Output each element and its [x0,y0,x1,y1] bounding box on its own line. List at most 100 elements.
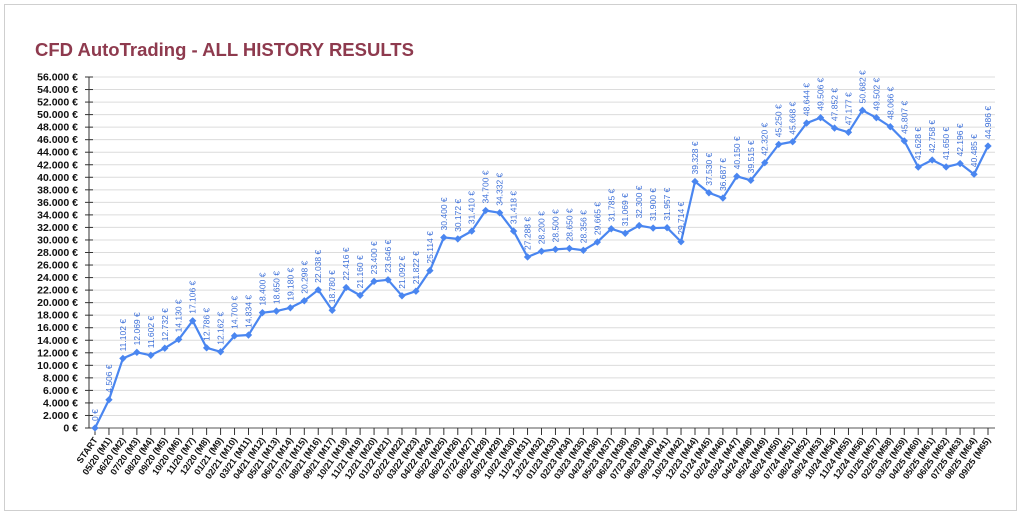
data-label: 42.320 € [760,122,770,155]
data-label: 41.650 € [941,127,951,160]
data-point [244,331,253,339]
data-point [565,244,574,253]
y-tick-label: 26.000 € [37,260,78,272]
data-label: 42.196 € [955,123,965,156]
y-tick-label: 52.000 € [37,97,78,109]
data-label: 21.822 € [411,251,421,284]
y-tick-label: 0 € [63,423,78,435]
y-tick-label: 42.000 € [37,159,78,171]
data-label: 22.038 € [313,250,323,283]
y-tick-label: 34.000 € [37,209,78,221]
data-label: 30.172 € [453,199,463,232]
data-label: 31.785 € [606,188,616,221]
data-label: 23.400 € [369,241,379,274]
data-point [342,283,350,292]
data-label: 18.400 € [257,272,267,305]
data-label: 14.130 € [174,299,184,332]
data-label: 29.714 € [676,201,686,234]
y-tick-label: 16.000 € [37,322,78,334]
data-label: 40.150 € [732,136,742,169]
data-label: 48.066 € [885,86,895,119]
data-label: 4.506 € [104,364,114,393]
data-point [356,291,364,300]
data-point [942,163,950,171]
data-point [119,354,127,363]
y-tick-label: 12.000 € [37,347,78,359]
data-label: 31.957 € [662,187,672,220]
data-label: 44.986 € [983,106,993,139]
data-label: 22.416 € [341,247,351,280]
data-label: 17.106 € [188,280,198,313]
data-label: 28.200 € [537,211,547,244]
data-label: 31.900 € [648,188,658,221]
data-point [663,224,671,232]
data-point [635,221,643,230]
data-label: 50.682 € [857,70,867,103]
chart-card: CFD AutoTrading - ALL HISTORY RESULTS [4,4,1017,511]
y-tick-label: 6.000 € [43,385,78,397]
series-line [94,109,989,429]
data-point [216,348,225,356]
data-point [970,170,978,178]
y-tick-label: 10.000 € [37,360,78,372]
data-point [188,317,197,325]
data-point [984,142,992,150]
y-tick-label: 48.000 € [37,122,78,134]
y-tick-label: 8.000 € [43,372,78,384]
data-label: 48.644 € [802,83,812,116]
data-label: 41.628 € [913,127,923,160]
data-point [928,156,936,164]
data-point [775,140,783,149]
data-label: 23.646 € [383,239,393,272]
y-tick-label: 54.000 € [37,84,78,96]
y-tick-label: 44.000 € [37,147,78,159]
data-label: 21.092 € [397,255,407,288]
data-label: 34.332 € [495,172,505,205]
data-label: 14.834 € [243,295,253,328]
data-label: 19.180 € [285,267,295,300]
data-point [719,194,727,202]
data-point [398,292,406,300]
data-label: 12.069 € [132,312,142,345]
y-tick-label: 32.000 € [37,222,78,234]
data-point [384,276,392,284]
data-label: 40.485 € [969,134,979,167]
data-point [147,351,155,359]
data-point [105,396,113,404]
data-point [202,344,211,352]
data-label: 42.758 € [927,120,937,153]
y-tick-label: 22.000 € [37,285,78,297]
y-tick-label: 50.000 € [37,109,78,121]
y-tick-label: 46.000 € [37,134,78,146]
data-point [677,238,685,246]
data-point [761,159,769,167]
data-label: 14.700 € [230,296,240,329]
y-tick-label: 56.000 € [37,72,78,84]
data-label: 30.400 € [439,197,449,230]
data-label: 45.668 € [788,101,798,134]
data-point [788,138,797,146]
data-label: 49.506 € [816,77,826,110]
data-point [258,308,267,317]
data-label: 28.356 € [578,210,588,243]
data-point [328,306,336,314]
data-label: 25.114 € [425,231,435,264]
y-tick-label: 28.000 € [37,247,78,259]
data-point [454,235,462,243]
y-tick-label: 38.000 € [37,184,78,196]
y-tick-label: 20.000 € [37,297,78,309]
data-label: 36.687 € [718,158,728,191]
y-tick-label: 18.000 € [37,310,78,322]
y-tick-label: 2.000 € [43,410,78,422]
data-label: 37.530 € [704,152,714,185]
data-point [733,172,741,181]
y-tick-label: 24.000 € [37,272,78,284]
data-point [426,266,434,275]
data-label: 31.410 € [467,191,477,224]
data-label: 45.250 € [774,104,784,137]
data-point [175,335,183,344]
data-point [300,297,308,305]
data-point [914,163,922,171]
data-point [482,206,490,215]
data-label: 11.602 € [146,316,156,349]
